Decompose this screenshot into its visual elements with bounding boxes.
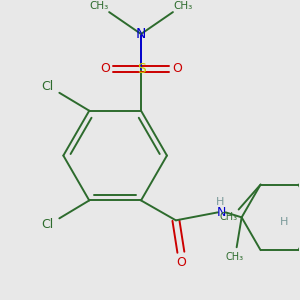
- Text: S: S: [137, 62, 146, 76]
- Text: H: H: [215, 197, 224, 207]
- Text: CH₃: CH₃: [173, 1, 193, 11]
- Text: CH₃: CH₃: [90, 1, 109, 11]
- Text: Cl: Cl: [41, 218, 53, 231]
- Text: N: N: [136, 27, 146, 41]
- Text: CH₃: CH₃: [220, 212, 238, 222]
- Text: O: O: [172, 62, 182, 75]
- Text: Cl: Cl: [41, 80, 53, 93]
- Text: CH₃: CH₃: [226, 252, 244, 262]
- Text: O: O: [176, 256, 186, 269]
- Text: N: N: [217, 206, 226, 219]
- Text: O: O: [100, 62, 110, 75]
- Text: H: H: [280, 217, 289, 227]
